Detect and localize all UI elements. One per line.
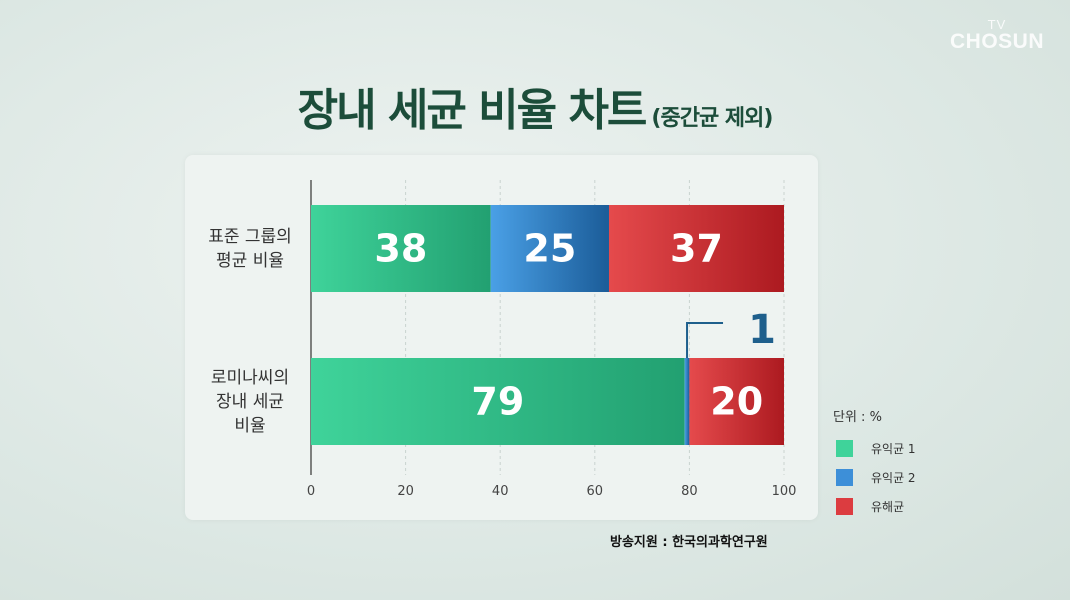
data-label: 37 <box>670 227 723 271</box>
legend-label: 유익균 1 <box>871 442 916 456</box>
logo-line2: CHOSUN <box>949 30 1044 53</box>
row-label-line: 평균 비율 <box>216 251 284 271</box>
legend-swatch <box>836 469 853 486</box>
x-tick-label: 60 <box>587 484 604 499</box>
source-credit: 방송지원 : 한국의과학연구원 <box>610 535 768 550</box>
row-label-standard: 표준 그룹의 평균 비율 <box>195 225 305 273</box>
tv-chosun-logo: TV CHOSUN <box>950 18 1044 52</box>
title-main: 장내 세균 비율 차트 <box>297 85 648 136</box>
bar-segment <box>608 205 784 292</box>
x-tick-label: 20 <box>397 484 414 499</box>
legend: 단위 : % 유익균 1 유익균 2 유해균 <box>833 406 916 521</box>
bar-segment <box>490 205 609 292</box>
legend-swatch <box>836 440 853 457</box>
logo-line1: TV <box>987 17 1007 32</box>
data-label-callout: 1 <box>748 307 776 353</box>
bar-segment <box>311 205 491 292</box>
legend-label: 유익균 2 <box>871 471 916 485</box>
x-tick-label: 100 <box>772 484 797 499</box>
data-label: 38 <box>374 227 427 271</box>
x-tick-label: 0 <box>307 484 315 499</box>
legend-item: 유해균 <box>833 492 916 521</box>
callout-line <box>686 322 724 358</box>
unit-label: 단위 : % <box>833 410 882 425</box>
legend-item: 유익균 2 <box>833 463 916 492</box>
x-tick-label: 40 <box>492 484 509 499</box>
legend-item: 유익균 1 <box>833 434 916 463</box>
title-sub: (중간균 제외) <box>651 106 773 131</box>
chart-title: 장내 세균 비율 차트 (중간균 제외) <box>0 74 1070 138</box>
row-label-romina: 로미나씨의 장내 세균 비율 <box>195 366 305 438</box>
legend-swatch <box>836 498 853 515</box>
data-label: 79 <box>471 380 524 424</box>
data-label: 20 <box>710 380 763 424</box>
row-label-line: 비율 <box>234 416 266 436</box>
row-label-line: 장내 세균 <box>216 392 284 412</box>
bar-segment <box>311 358 685 445</box>
data-label: 25 <box>523 227 576 271</box>
row-label-line: 표준 그룹의 <box>208 227 292 247</box>
x-tick-label: 80 <box>681 484 698 499</box>
legend-label: 유해균 <box>871 500 905 514</box>
bar-segment <box>689 358 784 445</box>
row-label-line: 로미나씨의 <box>210 368 290 388</box>
bar-segment <box>684 358 690 445</box>
